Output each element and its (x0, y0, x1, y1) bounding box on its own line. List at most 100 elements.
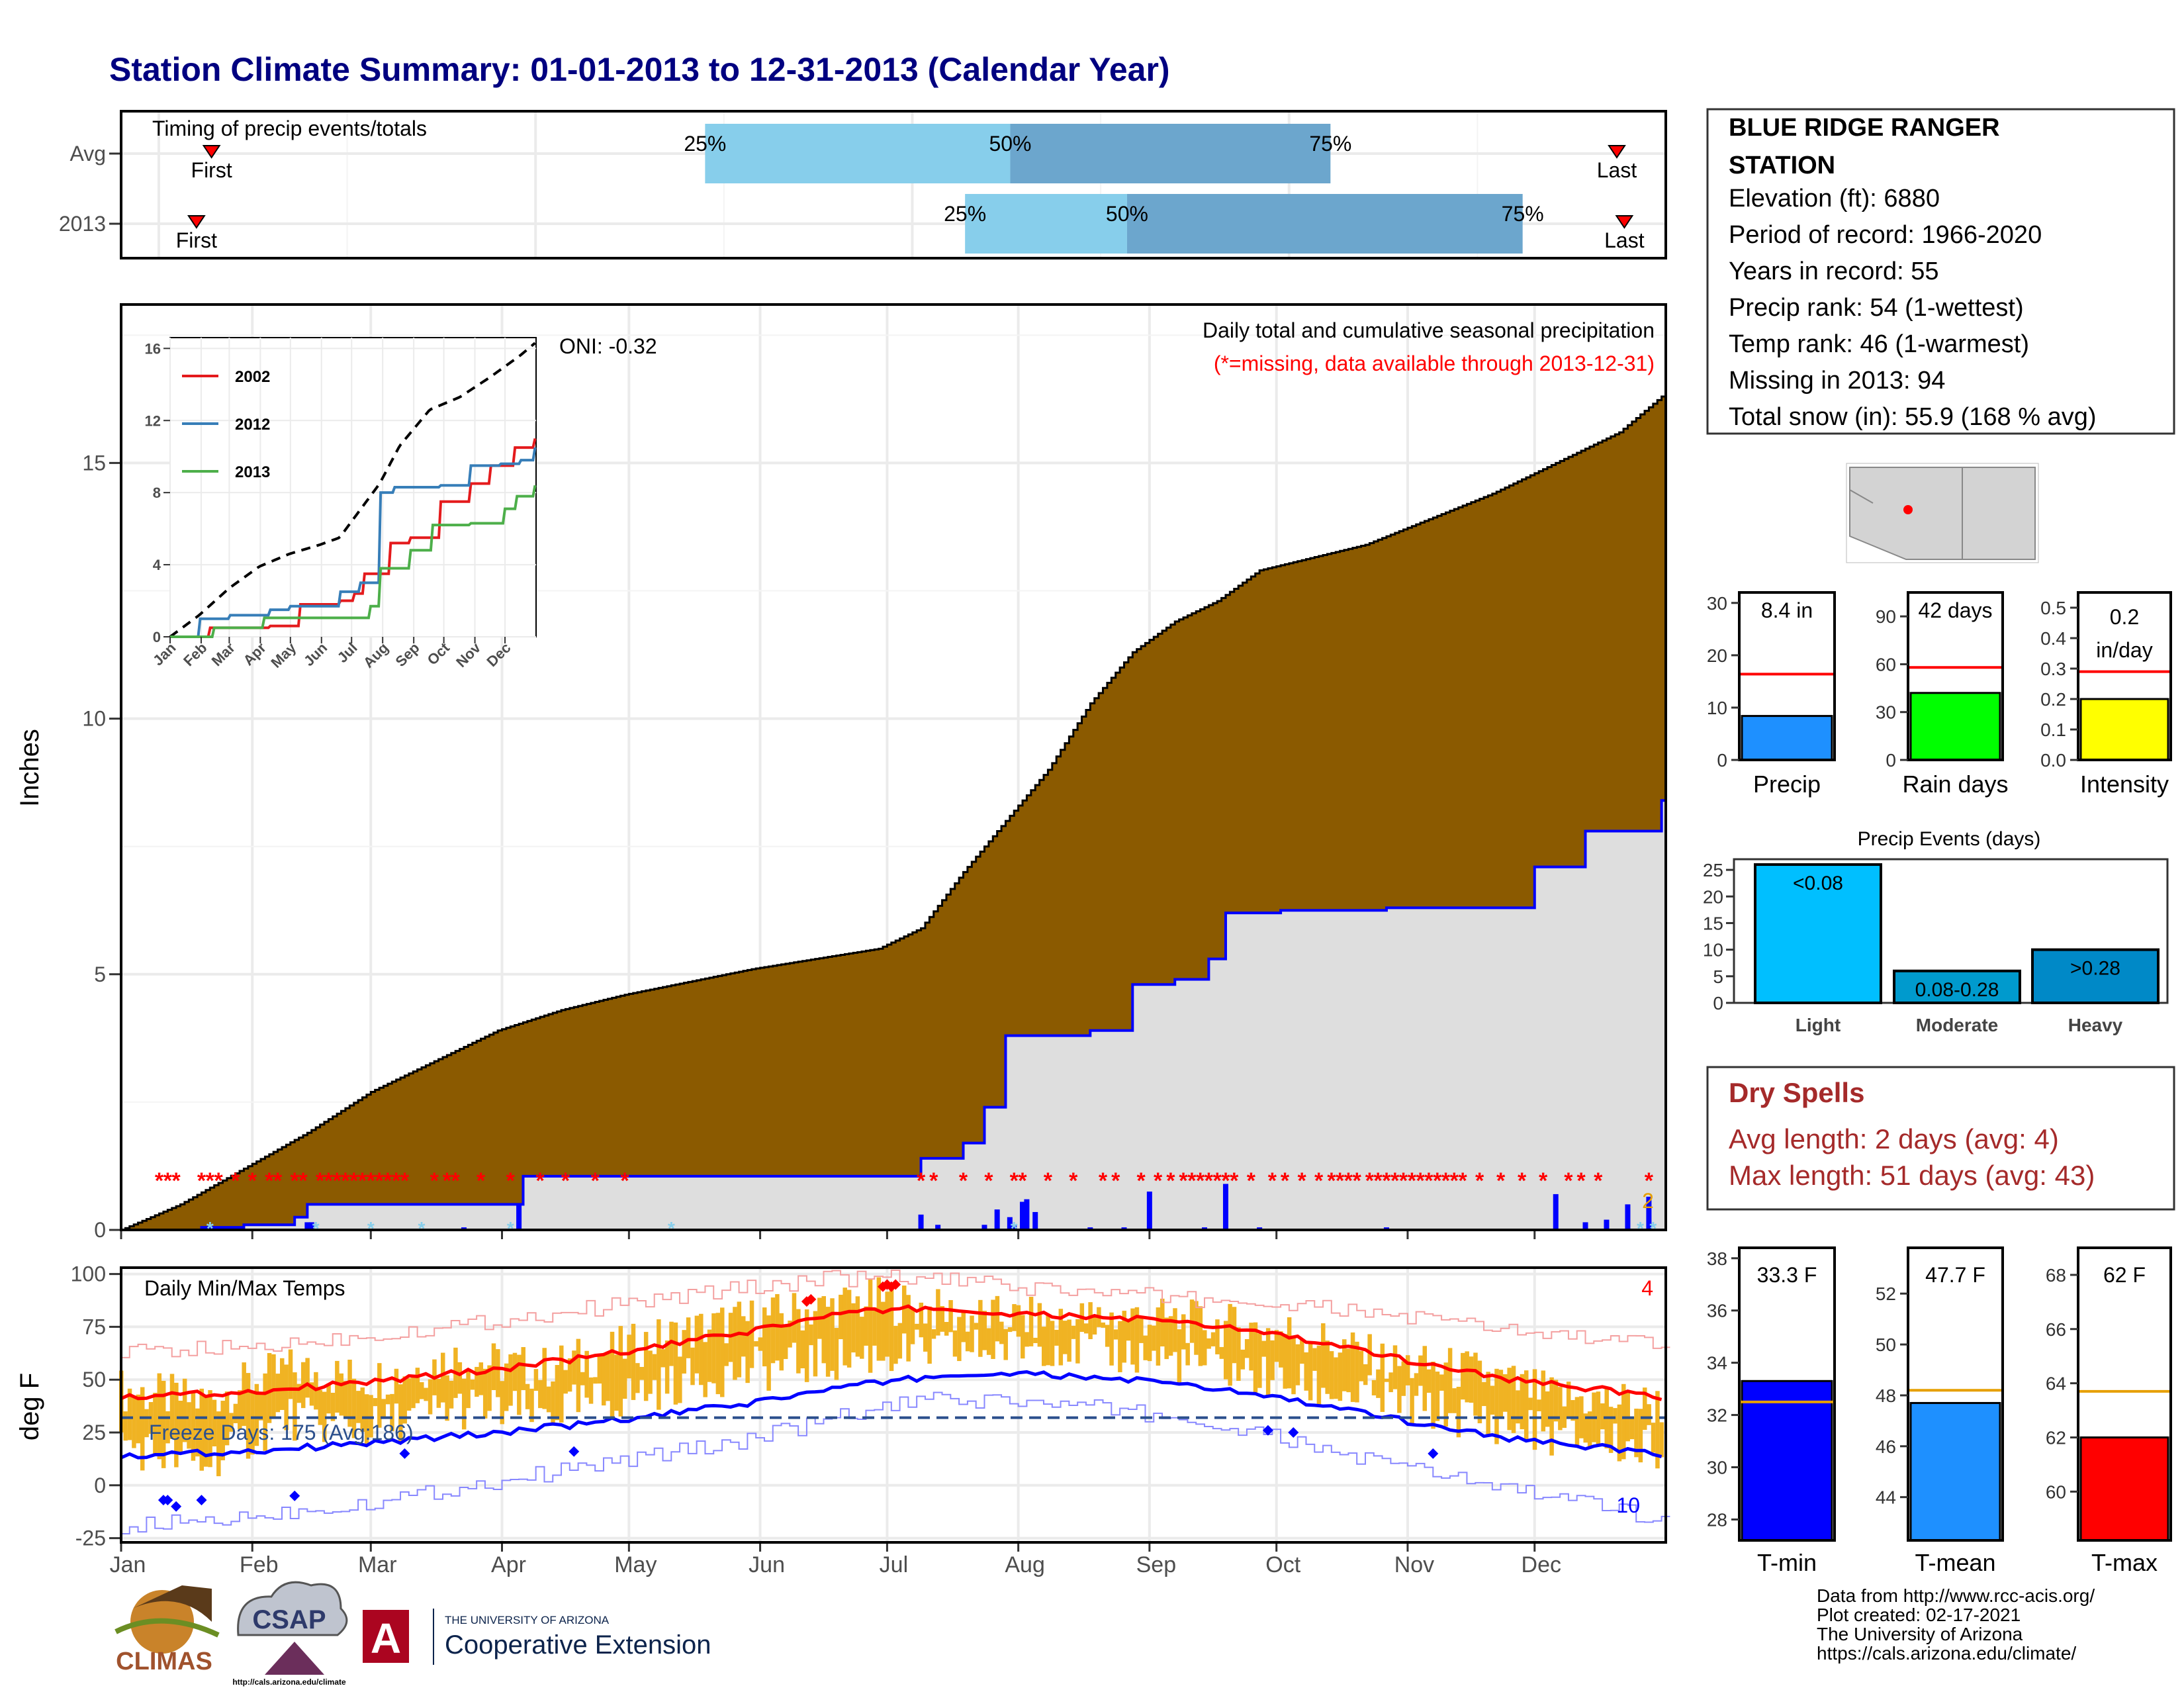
daily-temp-bar (233, 1403, 238, 1423)
daily-temp-bar (1024, 1332, 1029, 1347)
daily-temp-bar (157, 1373, 162, 1460)
inset-line-2013 (170, 485, 537, 638)
daily-temp-bar (504, 1363, 509, 1411)
inset-line-average (169, 342, 536, 638)
daily-temp-bar (1067, 1319, 1071, 1362)
daily-temp-bar (597, 1354, 602, 1384)
location-map (1846, 463, 2039, 563)
precip-events-inner-label: 0.08-0.28 (1915, 979, 1999, 1001)
daily-temp-bar (406, 1378, 412, 1411)
month-label: Jan (110, 1552, 146, 1577)
daily-temp-bar (1016, 1305, 1021, 1337)
daily-temp-bar (606, 1353, 610, 1401)
daily-temp-bar (271, 1354, 276, 1419)
daily-temp-bar (559, 1345, 564, 1423)
missing-day-marker: * (341, 1168, 350, 1194)
daily-temp-bar (246, 1373, 251, 1459)
daily-temp-bar (766, 1315, 771, 1391)
station-info-line: Period of record: 1966-2020 (1729, 221, 2042, 249)
daily-temp-bar (1558, 1387, 1563, 1430)
daily-temp-bar (542, 1348, 547, 1409)
daily-temp-bar (749, 1300, 754, 1368)
footer-line: The University of Arizona (1817, 1624, 2023, 1644)
daily-temp-bar (466, 1370, 471, 1409)
daily-temp-bar (1160, 1298, 1165, 1347)
daily-temp-bar (487, 1365, 492, 1411)
month-label: Jul (880, 1552, 908, 1577)
temp-record-line-Record max (121, 1269, 1670, 1358)
daily-temp-bar (1075, 1319, 1080, 1364)
precip-events-category: Light (1796, 1015, 1841, 1035)
daily-temp-bar (296, 1383, 302, 1403)
mini-temp-tick-label: 30 (1707, 1458, 1727, 1478)
month-label: Oct (1265, 1552, 1300, 1577)
timing-bar-50-75 (1010, 124, 1331, 183)
daily-temp-bar (1274, 1330, 1279, 1362)
daily-temp-bar (1634, 1408, 1639, 1458)
inset-y-tick-label: 0 (153, 629, 161, 645)
daily-temp-bar (1596, 1391, 1601, 1445)
daily-temp-bar (1058, 1309, 1064, 1366)
missing-day-marker: * (1518, 1168, 1527, 1194)
missing-day-marker: * (1433, 1168, 1442, 1194)
daily-temp-bar (475, 1366, 479, 1397)
daily-temp-bar (631, 1323, 636, 1400)
daily-temp-bar (445, 1375, 449, 1421)
daily-temp-bar (673, 1322, 678, 1405)
daily-temp-bar (657, 1319, 661, 1410)
daily-temp-bar (991, 1299, 995, 1359)
precip-events-tick-label: 25 (1703, 860, 1723, 880)
missing-day-marker: * (917, 1168, 926, 1194)
daily-temp-bar (715, 1313, 721, 1395)
missing-day-marker: * (1136, 1168, 1146, 1194)
missing-day-marker: * (535, 1168, 545, 1194)
daily-temp-bar (551, 1381, 555, 1424)
daily-temp-bar (1003, 1329, 1008, 1360)
missing-day-marker: * (375, 1168, 384, 1194)
daily-temp-bar (470, 1379, 475, 1390)
daily-temp-bar (144, 1409, 149, 1438)
mini-precip-frame-outline (1738, 591, 1836, 761)
daily-temp-bar (1338, 1352, 1343, 1401)
daily-temp-bar (1545, 1391, 1550, 1427)
missing-day-marker: * (392, 1168, 401, 1194)
daily-precip-bar (1146, 1192, 1152, 1230)
daily-temp-bar (686, 1317, 691, 1358)
daily-temp-bar (639, 1366, 645, 1380)
daily-temp-bar (1228, 1303, 1232, 1386)
daily-temp-bar (1126, 1321, 1131, 1341)
temp-avg-line-Average max (120, 1304, 1662, 1401)
missing-day-marker: * (1018, 1168, 1027, 1194)
daily-temp-bar (169, 1374, 175, 1439)
daily-temp-bar (1553, 1380, 1559, 1422)
daily-temp-bar (1300, 1338, 1304, 1364)
daily-temp-bar (974, 1323, 979, 1330)
daily-temp-bar (1021, 1315, 1025, 1359)
inset-legend-label: 2002 (235, 368, 270, 386)
mini-temp-tick-label: 52 (1876, 1284, 1896, 1304)
daily-precip-bar (994, 1209, 1000, 1230)
daily-temp-bar (948, 1299, 953, 1333)
mini-temp-value: 62 F (2103, 1263, 2146, 1287)
missing-day-marker: * (324, 1168, 334, 1194)
daily-precip-bar (1646, 1196, 1652, 1230)
daily-temp-bar (140, 1387, 145, 1471)
month-label: Apr (491, 1552, 526, 1577)
mini-temp-tick-label: 66 (2046, 1319, 2066, 1340)
daily-precip-bar (918, 1214, 924, 1230)
daily-temp-bar (1249, 1323, 1253, 1371)
station-info-line: Temp rank: 46 (1-warmest) (1729, 330, 2029, 358)
mini-precip-frame-outline (1907, 591, 2004, 761)
daily-temp-bar (915, 1323, 919, 1330)
station-location-dot (1903, 505, 1913, 514)
daily-temp-bar (1503, 1374, 1508, 1412)
daily-temp-bar (1388, 1372, 1393, 1393)
daily-temp-bar (208, 1390, 212, 1468)
daily-temp-bar (529, 1388, 534, 1423)
inset-line-2012 (170, 447, 537, 638)
month-label: May (614, 1552, 657, 1577)
temp-y-tick-label: -25 (75, 1526, 106, 1550)
daily-temp-bar (1083, 1323, 1089, 1334)
daily-temp-bar (846, 1289, 852, 1368)
